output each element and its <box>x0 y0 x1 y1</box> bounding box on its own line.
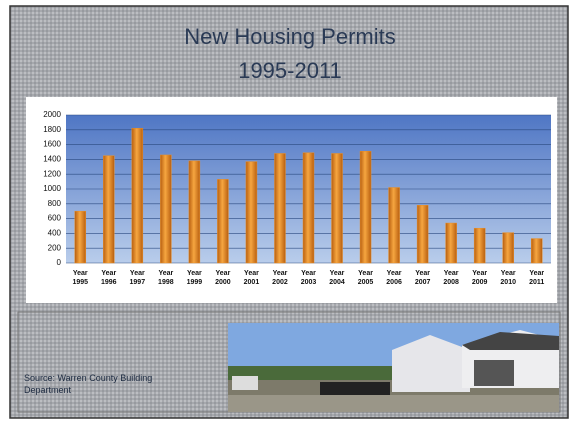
y-tick-label: 400 <box>48 229 62 238</box>
bar <box>274 153 286 264</box>
x-tick-label: Year 2006 <box>386 270 402 286</box>
source-note: Source: Warren County Building Departmen… <box>24 373 153 395</box>
y-tick-label: 1200 <box>43 169 61 178</box>
photo <box>228 323 559 412</box>
x-tick-label: Year 2000 <box>215 270 231 286</box>
bar <box>530 238 543 264</box>
x-tick-label: Year 2002 <box>272 270 288 286</box>
y-tick-label: 1600 <box>43 140 61 149</box>
chart-title: New Housing Permits <box>184 24 396 49</box>
x-tick-label: Year 2005 <box>357 270 374 286</box>
y-tick-label: 1800 <box>43 125 61 134</box>
bar <box>331 153 343 264</box>
x-tick-label: Year 1997 <box>129 270 146 286</box>
x-tick-label: Year 2003 <box>300 270 317 286</box>
x-tick-label: Year 2010 <box>500 270 516 286</box>
x-tick-label: Year 1998 <box>158 270 174 286</box>
y-tick-label: 1400 <box>43 155 61 164</box>
x-tick-label: Year 2001 <box>243 270 260 286</box>
x-tick-label: Year 2009 <box>471 270 488 286</box>
y-tick-label: 200 <box>48 243 62 252</box>
x-tick-label: Year 2004 <box>329 270 345 286</box>
bar <box>160 154 172 264</box>
chart-subtitle: 1995-2011 <box>238 58 342 83</box>
bar <box>74 210 87 264</box>
x-tick-label: Year 2007 <box>414 270 431 286</box>
x-tick-label: Year 1999 <box>186 270 203 286</box>
bar <box>445 222 457 264</box>
bar <box>416 205 429 264</box>
bar <box>217 179 229 264</box>
bar <box>502 232 514 264</box>
y-tick-label: 2000 <box>43 110 61 119</box>
y-tick-label: 1000 <box>43 184 61 193</box>
bar <box>302 152 315 264</box>
bar <box>188 160 201 264</box>
x-tick-label: Year 2008 <box>443 270 459 286</box>
y-tick-label: 800 <box>48 199 62 208</box>
x-tick-label: Year 1996 <box>100 270 117 286</box>
bar <box>388 187 400 264</box>
bar <box>473 227 486 264</box>
bar <box>359 151 372 264</box>
y-tick-label: 600 <box>48 214 62 223</box>
bar <box>245 161 258 264</box>
x-tick-label: Year 1995 <box>72 270 89 286</box>
y-tick-label: 0 <box>57 258 62 267</box>
x-tick-label: Year 2011 <box>529 270 545 286</box>
bar <box>131 128 144 264</box>
bar <box>103 155 115 264</box>
